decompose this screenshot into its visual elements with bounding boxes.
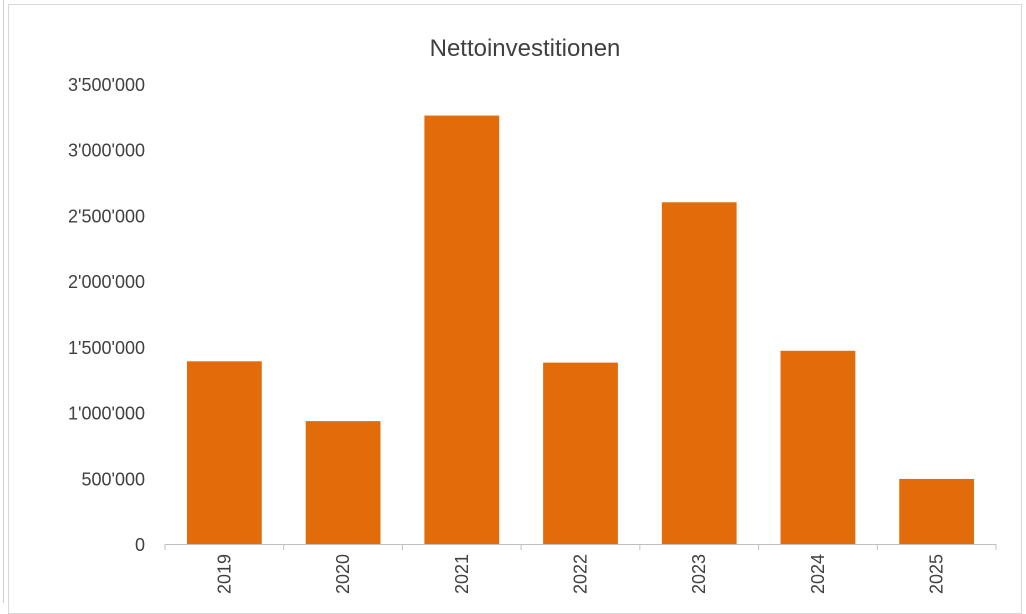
bar: [543, 362, 618, 544]
x-tick-label: 2024: [808, 554, 828, 594]
y-tick-label: 1'500'000: [68, 338, 145, 358]
x-tick-label: 2019: [214, 554, 234, 594]
bar: [424, 115, 500, 545]
bar: [305, 421, 381, 544]
x-tick-label: 2020: [333, 554, 353, 594]
y-tick-label: 3'000'000: [68, 141, 145, 161]
y-tick-label: 1'000'000: [68, 404, 145, 424]
x-tick-label: 2021: [452, 554, 472, 594]
y-tick-label: 2'500'000: [68, 206, 145, 226]
bars: [186, 115, 975, 545]
x-axis: 2019 2020 2021 2022 2023 2024 2025: [164, 544, 997, 594]
window-edge-rule: [3, 0, 4, 603]
y-tick-label: 3'500'000: [68, 75, 145, 95]
y-tick-label: 2'000'000: [68, 272, 145, 292]
y-tick-label: 500'000: [81, 469, 145, 489]
x-tick-label: 2025: [927, 554, 947, 594]
bar: [186, 361, 262, 544]
chart-title: Nettoinvestitionen: [430, 35, 621, 62]
y-axis: 0 500'000 1'000'000 1'500'000 2'000'000 2'500…: [68, 75, 145, 555]
bar: [780, 350, 856, 544]
y-tick-label: 0: [135, 535, 145, 555]
x-tick-label: 2023: [689, 554, 709, 594]
x-tick-label: 2022: [571, 554, 591, 594]
bar: [899, 478, 975, 544]
bar: [661, 202, 737, 545]
